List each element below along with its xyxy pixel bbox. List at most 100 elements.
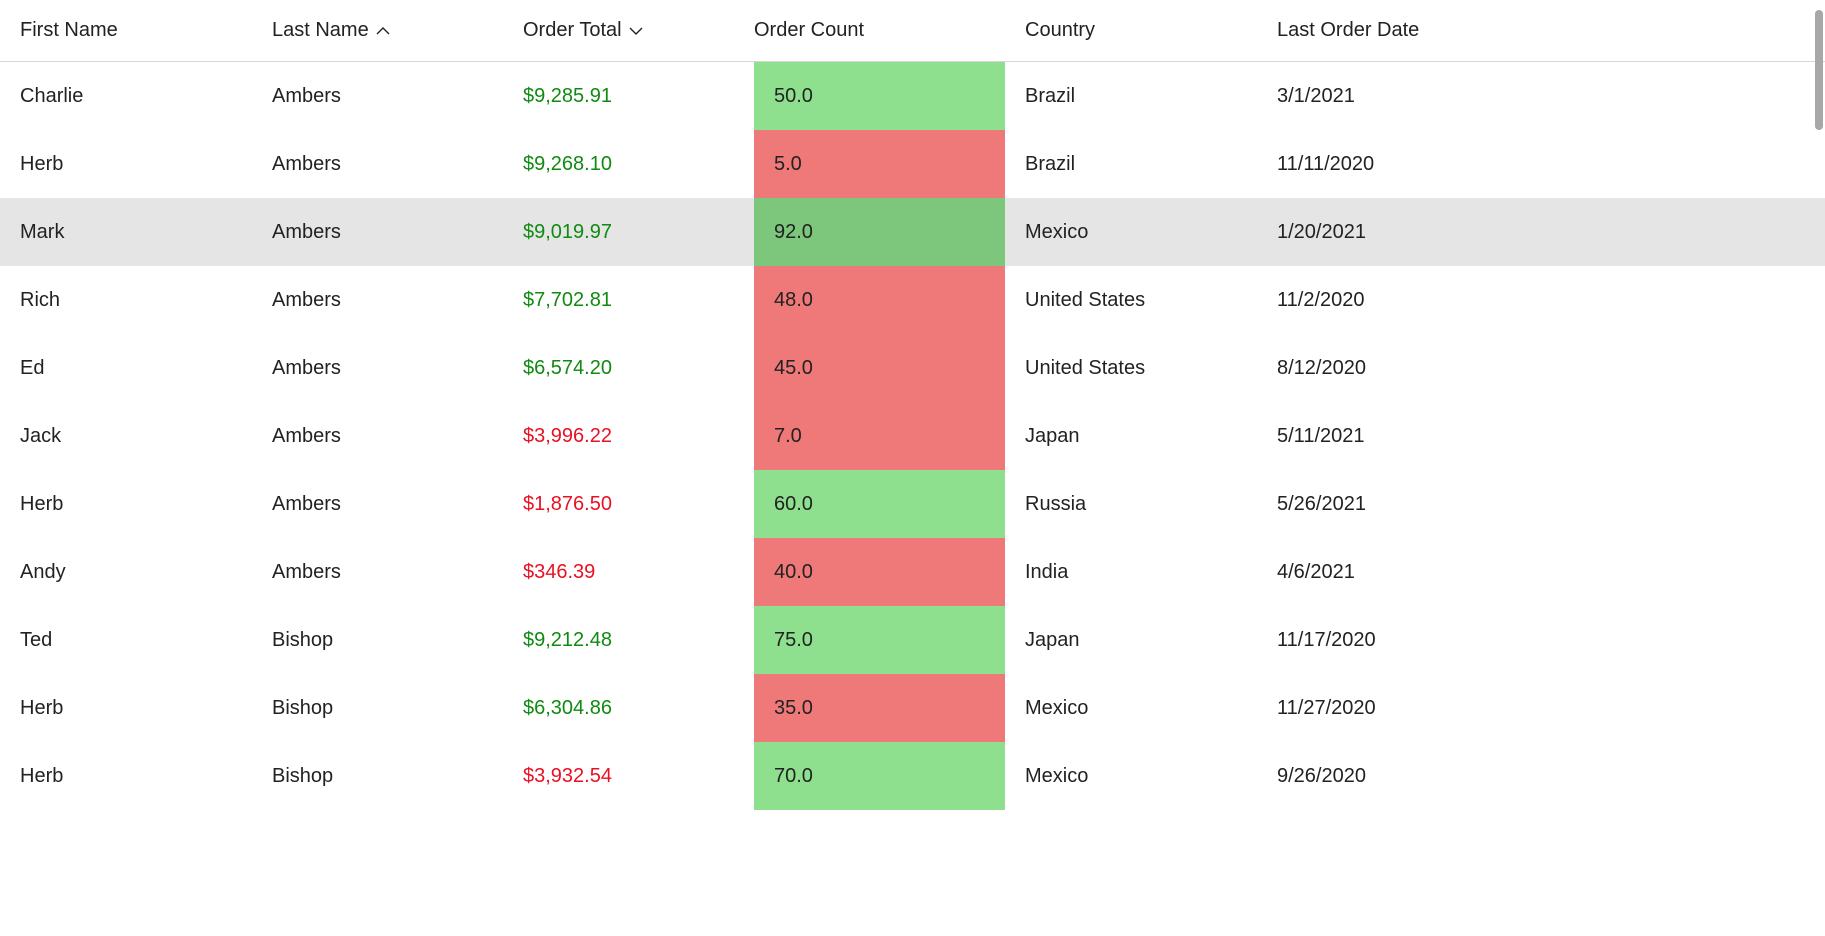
cell-order-total: $1,876.50 <box>503 470 754 538</box>
column-header-order-total[interactable]: Order Total <box>503 19 754 42</box>
table-row[interactable]: AndyAmbers$346.3940.0India4/6/2021 <box>0 538 1825 606</box>
cell-last-order-date: 3/1/2021 <box>1257 62 1825 130</box>
column-header-first-name[interactable]: First Name <box>0 19 252 42</box>
column-label: Last Name <box>272 19 369 42</box>
column-label: Country <box>1025 19 1095 42</box>
cell-order-total: $7,702.81 <box>503 266 754 334</box>
cell-last-order-date: 5/11/2021 <box>1257 402 1825 470</box>
column-label: Order Count <box>754 19 864 42</box>
cell-first-name: Ted <box>0 606 252 674</box>
cell-order-count: 48.0 <box>754 266 1005 334</box>
cell-last-name: Ambers <box>252 62 503 130</box>
order-count-value: 92.0 <box>754 198 1005 266</box>
cell-last-order-date: 5/26/2021 <box>1257 470 1825 538</box>
cell-country: Brazil <box>1005 62 1257 130</box>
cell-last-name: Ambers <box>252 334 503 402</box>
order-count-value: 50.0 <box>754 62 1005 130</box>
cell-order-total: $9,212.48 <box>503 606 754 674</box>
cell-order-count: 92.0 <box>754 198 1005 266</box>
column-label: Order Total <box>523 19 622 42</box>
data-grid: First Name Last Name Order Total Order C… <box>0 0 1825 810</box>
table-header-row: First Name Last Name Order Total Order C… <box>0 0 1825 62</box>
order-count-value: 48.0 <box>754 266 1005 334</box>
cell-order-total: $9,285.91 <box>503 62 754 130</box>
order-count-value: 45.0 <box>754 334 1005 402</box>
table-row[interactable]: HerbAmbers$9,268.105.0Brazil11/11/2020 <box>0 130 1825 198</box>
cell-last-name: Ambers <box>252 198 503 266</box>
cell-first-name: Rich <box>0 266 252 334</box>
cell-order-count: 70.0 <box>754 742 1005 810</box>
cell-first-name: Andy <box>0 538 252 606</box>
table-row[interactable]: EdAmbers$6,574.2045.0United States8/12/2… <box>0 334 1825 402</box>
cell-last-name: Ambers <box>252 402 503 470</box>
cell-order-count: 45.0 <box>754 334 1005 402</box>
cell-order-count: 75.0 <box>754 606 1005 674</box>
column-label: First Name <box>20 19 118 42</box>
cell-order-total: $346.39 <box>503 538 754 606</box>
column-header-country[interactable]: Country <box>1005 19 1257 42</box>
cell-first-name: Herb <box>0 742 252 810</box>
cell-last-name: Ambers <box>252 538 503 606</box>
cell-last-order-date: 1/20/2021 <box>1257 198 1825 266</box>
order-count-value: 35.0 <box>754 674 1005 742</box>
cell-last-name: Ambers <box>252 266 503 334</box>
cell-last-name: Bishop <box>252 606 503 674</box>
cell-order-total: $3,932.54 <box>503 742 754 810</box>
order-count-value: 7.0 <box>754 402 1005 470</box>
cell-order-count: 40.0 <box>754 538 1005 606</box>
cell-first-name: Jack <box>0 402 252 470</box>
table-row[interactable]: JackAmbers$3,996.227.0Japan5/11/2021 <box>0 402 1825 470</box>
cell-last-order-date: 4/6/2021 <box>1257 538 1825 606</box>
cell-country: United States <box>1005 266 1257 334</box>
cell-last-order-date: 11/27/2020 <box>1257 674 1825 742</box>
cell-country: Mexico <box>1005 198 1257 266</box>
cell-country: Russia <box>1005 470 1257 538</box>
cell-country: United States <box>1005 334 1257 402</box>
cell-first-name: Herb <box>0 674 252 742</box>
cell-last-order-date: 8/12/2020 <box>1257 334 1825 402</box>
table-row[interactable]: HerbBishop$3,932.5470.0Mexico9/26/2020 <box>0 742 1825 810</box>
cell-last-name: Bishop <box>252 742 503 810</box>
cell-order-total: $9,268.10 <box>503 130 754 198</box>
cell-first-name: Mark <box>0 198 252 266</box>
cell-first-name: Charlie <box>0 62 252 130</box>
cell-order-count: 5.0 <box>754 130 1005 198</box>
cell-order-count: 7.0 <box>754 402 1005 470</box>
sort-desc-icon <box>628 23 644 39</box>
cell-order-count: 50.0 <box>754 62 1005 130</box>
order-count-value: 40.0 <box>754 538 1005 606</box>
column-label: Last Order Date <box>1277 19 1419 42</box>
cell-country: Brazil <box>1005 130 1257 198</box>
cell-last-name: Bishop <box>252 674 503 742</box>
column-header-last-name[interactable]: Last Name <box>252 19 503 42</box>
cell-order-total: $6,304.86 <box>503 674 754 742</box>
table-row[interactable]: TedBishop$9,212.4875.0Japan11/17/2020 <box>0 606 1825 674</box>
cell-last-order-date: 11/2/2020 <box>1257 266 1825 334</box>
cell-last-name: Ambers <box>252 470 503 538</box>
cell-country: Japan <box>1005 606 1257 674</box>
scrollbar-track[interactable] <box>1811 0 1825 810</box>
cell-country: Japan <box>1005 402 1257 470</box>
table-row[interactable]: HerbAmbers$1,876.5060.0Russia5/26/2021 <box>0 470 1825 538</box>
cell-first-name: Ed <box>0 334 252 402</box>
cell-last-order-date: 11/11/2020 <box>1257 130 1825 198</box>
column-header-last-order-date[interactable]: Last Order Date <box>1257 19 1825 42</box>
scrollbar-thumb[interactable] <box>1815 10 1823 130</box>
cell-first-name: Herb <box>0 470 252 538</box>
cell-last-order-date: 9/26/2020 <box>1257 742 1825 810</box>
cell-order-total: $3,996.22 <box>503 402 754 470</box>
table-row[interactable]: RichAmbers$7,702.8148.0United States11/2… <box>0 266 1825 334</box>
cell-country: Mexico <box>1005 742 1257 810</box>
table-body: CharlieAmbers$9,285.9150.0Brazil3/1/2021… <box>0 62 1825 810</box>
cell-order-total: $6,574.20 <box>503 334 754 402</box>
cell-order-count: 35.0 <box>754 674 1005 742</box>
cell-order-count: 60.0 <box>754 470 1005 538</box>
order-count-value: 60.0 <box>754 470 1005 538</box>
table-row[interactable]: HerbBishop$6,304.8635.0Mexico11/27/2020 <box>0 674 1825 742</box>
order-count-value: 5.0 <box>754 130 1005 198</box>
sort-asc-icon <box>375 23 391 39</box>
table-row[interactable]: CharlieAmbers$9,285.9150.0Brazil3/1/2021 <box>0 62 1825 130</box>
table-row[interactable]: MarkAmbers$9,019.9792.0Mexico1/20/2021 <box>0 198 1825 266</box>
column-header-order-count[interactable]: Order Count <box>754 19 1005 42</box>
order-count-value: 70.0 <box>754 742 1005 810</box>
